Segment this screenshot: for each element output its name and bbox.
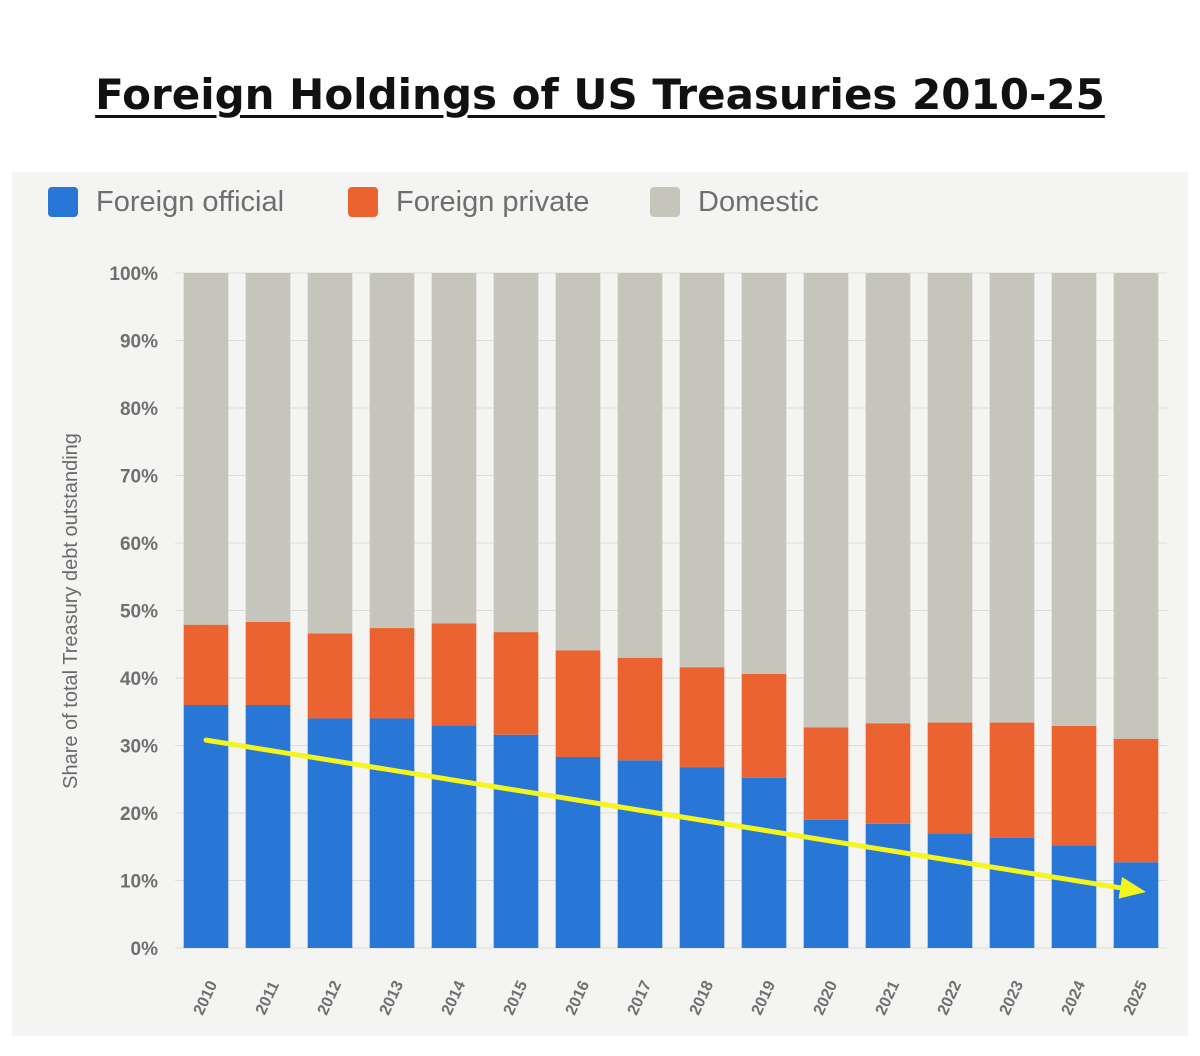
bar-segment-foreign-private-2022 — [927, 722, 973, 834]
bar-segment-foreign-official-2014 — [431, 725, 477, 948]
trend-arrow-head — [1118, 876, 1146, 899]
bar-segment-domestic-2011 — [245, 273, 291, 622]
legend-item-foreign-official: Foreign official — [48, 185, 284, 219]
bar-segment-foreign-official-2017 — [617, 760, 663, 948]
y-tick-label: 50% — [120, 602, 158, 623]
trend-arrow-shaft — [203, 737, 1123, 891]
bar-segment-domestic-2016 — [555, 273, 601, 651]
legend-item-domestic: Domestic — [650, 185, 819, 219]
bar-segment-foreign-official-2013 — [369, 718, 415, 948]
x-tick-label: 2020 — [811, 978, 841, 1018]
x-tick-label: 2024 — [1059, 978, 1089, 1018]
bar-segment-foreign-private-2020 — [803, 727, 849, 820]
bar-segment-foreign-private-2024 — [1051, 725, 1097, 846]
bar-segment-domestic-2018 — [679, 273, 725, 668]
x-tick-label: 2022 — [935, 978, 965, 1018]
legend-swatch-foreign-private — [348, 187, 378, 217]
x-axis-ticks: 2010 2011 2012 2013 2014 2015 2016 2017 2018 2019… — [191, 978, 1151, 1018]
bar-segment-foreign-official-2010 — [183, 705, 229, 948]
x-tick-label: 2013 — [377, 978, 407, 1018]
y-tick-label: 80% — [120, 399, 158, 420]
legend-item-foreign-private: Foreign private — [348, 185, 589, 219]
x-tick-label: 2017 — [625, 978, 655, 1018]
legend-label-foreign-private: Foreign private — [396, 185, 590, 218]
x-tick-label: 2021 — [873, 978, 903, 1018]
y-tick-label: 40% — [120, 669, 158, 690]
bar-segment-foreign-official-2016 — [555, 756, 601, 948]
x-tick-label: 2012 — [315, 978, 345, 1018]
bar-segment-foreign-private-2014 — [431, 623, 477, 726]
x-tick-label: 2014 — [439, 978, 469, 1018]
y-axis-label: Share of total Treasury debt outstanding — [60, 433, 82, 789]
bar-segment-domestic-2021 — [865, 273, 911, 724]
bar-segment-foreign-official-2015 — [493, 734, 539, 948]
bar-segment-foreign-official-2023 — [989, 837, 1035, 948]
bar-segment-domestic-2015 — [493, 273, 539, 633]
bar-segment-foreign-private-2013 — [369, 628, 415, 719]
legend-label-foreign-official: Foreign official — [96, 185, 285, 218]
bar-segment-foreign-private-2015 — [493, 632, 539, 735]
bar-segment-foreign-official-2018 — [679, 767, 725, 948]
bars — [183, 273, 1159, 948]
bar-segment-foreign-official-2019 — [741, 777, 787, 948]
trend-arrow — [203, 737, 1146, 899]
bar-segment-domestic-2023 — [989, 273, 1035, 723]
bar-segment-foreign-private-2010 — [183, 624, 229, 705]
y-tick-label: 0% — [131, 939, 159, 960]
x-tick-label: 2023 — [997, 978, 1027, 1018]
y-tick-label: 90% — [120, 332, 158, 353]
bar-segment-foreign-private-2021 — [865, 723, 911, 824]
x-tick-label: 2016 — [563, 978, 593, 1018]
x-tick-label: 2019 — [749, 978, 779, 1018]
chart-title: Foreign Holdings of US Treasuries 2010-2… — [95, 70, 1105, 119]
bar-segment-foreign-private-2017 — [617, 657, 663, 761]
y-tick-label: 30% — [120, 737, 158, 758]
bar-segment-foreign-official-2021 — [865, 823, 911, 948]
bar-segment-foreign-private-2019 — [741, 673, 787, 778]
bar-segment-domestic-2014 — [431, 273, 477, 624]
bar-segment-domestic-2020 — [803, 273, 849, 728]
bar-segment-foreign-official-2022 — [927, 833, 973, 948]
x-tick-label: 2010 — [191, 978, 221, 1018]
bar-segment-domestic-2017 — [617, 273, 663, 658]
legend-label-domestic: Domestic — [698, 185, 819, 218]
bar-segment-domestic-2012 — [307, 273, 353, 634]
legend-swatch-domestic — [650, 187, 680, 217]
x-tick-label: 2025 — [1121, 978, 1151, 1018]
x-tick-label: 2015 — [501, 978, 531, 1018]
bar-segment-domestic-2022 — [927, 273, 973, 723]
bar-segment-foreign-private-2023 — [989, 722, 1035, 838]
x-tick-label: 2018 — [687, 978, 717, 1018]
y-axis-ticks: 0% 10% 20% 30% 40% 50% 60% 70% 80% 90% 100% — [109, 264, 158, 960]
bar-segment-domestic-2025 — [1113, 273, 1159, 739]
bar-segment-foreign-official-2012 — [307, 718, 353, 948]
y-tick-label: 100% — [109, 264, 158, 285]
y-tick-label: 70% — [120, 467, 158, 488]
bar-segment-domestic-2013 — [369, 273, 415, 629]
bar-segment-foreign-private-2016 — [555, 650, 601, 757]
bar-segment-domestic-2019 — [741, 273, 787, 674]
bar-segment-domestic-2024 — [1051, 273, 1097, 726]
y-tick-label: 20% — [120, 804, 158, 825]
bar-segment-foreign-private-2011 — [245, 621, 291, 705]
x-tick-label: 2011 — [253, 979, 283, 1018]
bar-segment-domestic-2010 — [183, 273, 229, 625]
y-tick-label: 60% — [120, 534, 158, 555]
bar-segment-foreign-private-2018 — [679, 667, 725, 768]
bar-segment-foreign-official-2011 — [245, 705, 291, 948]
y-tick-label: 10% — [120, 872, 158, 893]
bar-segment-foreign-private-2012 — [307, 633, 353, 719]
legend-swatch-foreign-official — [48, 187, 78, 217]
bar-segment-foreign-official-2024 — [1051, 845, 1097, 948]
bar-segment-foreign-official-2025 — [1113, 862, 1159, 948]
bar-segment-foreign-private-2025 — [1113, 738, 1159, 863]
